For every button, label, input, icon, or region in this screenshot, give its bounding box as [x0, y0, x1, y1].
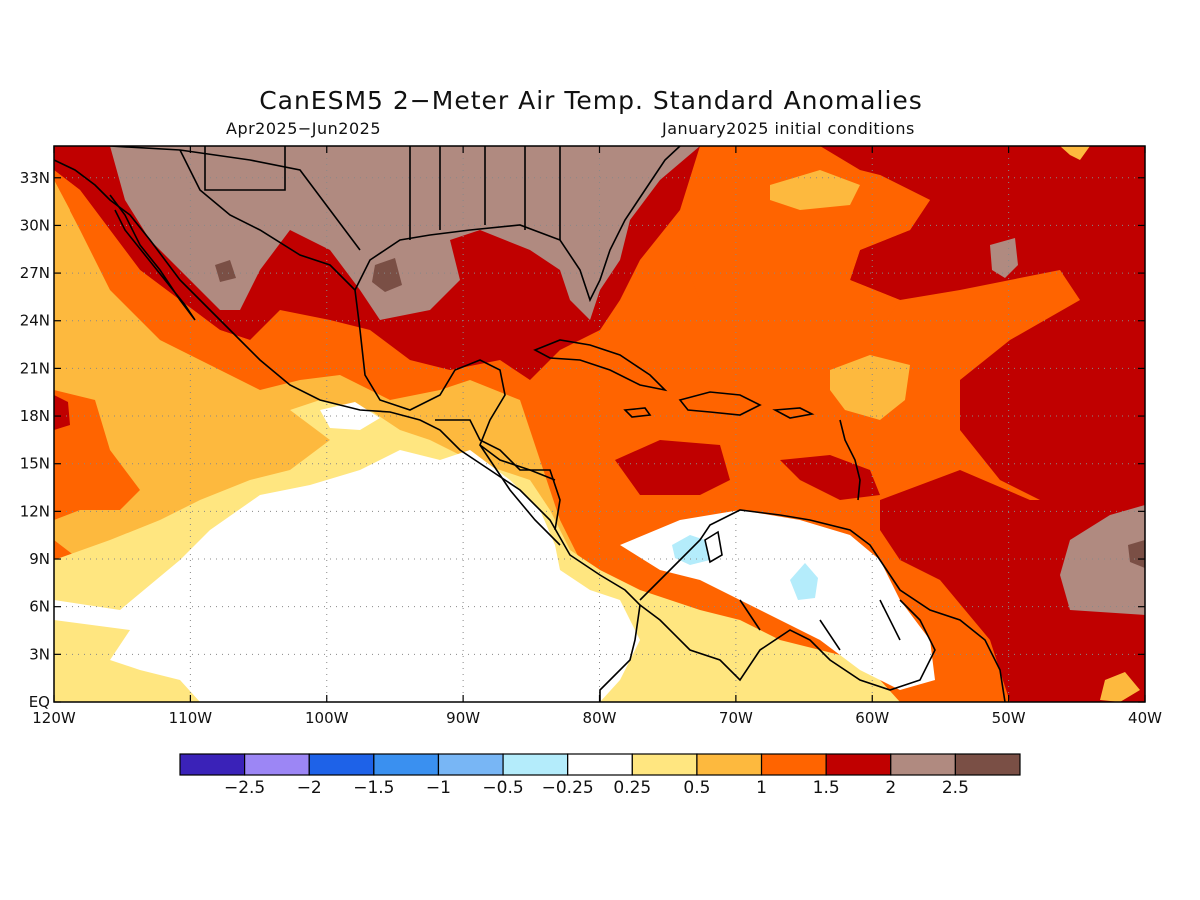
colorbar-swatch	[179, 753, 246, 776]
colorbar-swatch	[631, 753, 698, 776]
coastline-hispaniola	[678, 391, 762, 416]
colorbar-swatch	[567, 753, 633, 776]
colorbar-label: −1	[426, 778, 451, 798]
forecast-period: Apr2025−Jun2025	[226, 119, 382, 138]
lon-tick-label: 40W	[1128, 709, 1162, 727]
colorbar-swatch	[502, 753, 569, 776]
coastline-pacific-mexico	[54, 159, 641, 702]
anomaly-red-antilles	[780, 455, 880, 500]
coastline-antilles	[839, 419, 861, 501]
coastline-cuba	[533, 339, 668, 392]
anomaly-orange-pacific2	[54, 390, 140, 520]
coastline-baja	[109, 194, 196, 321]
anomaly-red-pacific	[54, 395, 70, 430]
colorbar-label: 1.5	[813, 778, 840, 798]
anomaly-orange-pacific	[54, 170, 280, 400]
lon-tick-label: 120W	[32, 709, 76, 727]
lon-tick-label: 50W	[992, 709, 1026, 727]
colorbar-label: −2.5	[224, 778, 265, 798]
anomaly-red-southeast	[880, 470, 1145, 702]
coastline-jamaica	[623, 407, 652, 418]
anomaly-field	[54, 146, 1145, 702]
colorbar-label: 0.25	[613, 778, 651, 798]
border-us-mexico	[109, 146, 361, 251]
lat-tick-label: 21N	[20, 359, 50, 377]
lat-tick-label: 18N	[20, 407, 50, 425]
border-us-states	[204, 146, 561, 240]
anomaly-darkbrown-gulf	[372, 258, 402, 292]
lat-tick-label: 24N	[20, 312, 50, 330]
coastline-puerto-rico	[772, 407, 815, 419]
anomaly-gold-panhandle	[54, 180, 70, 250]
lon-tick-label: 100W	[305, 709, 349, 727]
colorbar-swatch	[890, 753, 956, 776]
anomaly-red-atlantic	[700, 146, 1145, 520]
coastlines	[54, 146, 1006, 702]
lat-tick-label: 15N	[20, 455, 50, 473]
coastline-south-america	[639, 509, 1006, 702]
colorbar-label: 2	[885, 778, 896, 798]
lat-tick-label: 30N	[20, 216, 50, 234]
colorbar-swatch	[244, 753, 310, 776]
anomaly-darkbrown-east	[1128, 540, 1145, 568]
colorbar-swatch	[760, 753, 827, 776]
colorbar-label: 0.5	[683, 778, 710, 798]
anomaly-neutral-pacific	[54, 450, 640, 702]
colorbar-swatch	[954, 753, 1021, 776]
anomaly-brown-atlantic	[990, 238, 1018, 278]
colorbar-swatch	[825, 753, 892, 776]
lat-tick-label: EQ	[29, 693, 50, 711]
initial-conditions: January2025 initial conditions	[662, 119, 915, 138]
coastline-gulf	[179, 149, 556, 481]
colorbar-label: 2.5	[942, 778, 969, 798]
lon-tick-label: 60W	[855, 709, 889, 727]
anomaly-brown-east	[1060, 505, 1145, 615]
border-south-america	[639, 599, 936, 691]
anomaly-gold-east2	[1100, 672, 1140, 702]
anomaly-red-caribbean	[615, 440, 730, 495]
lon-tick-label: 110W	[169, 709, 213, 727]
anomaly-orange-atlantic1	[680, 146, 930, 350]
colorbar: −2.5 −2 −1.5 −1 −0.5 −0.25 0.25 0.5 1 1.5 2 2.5	[179, 753, 1021, 798]
anomaly-neutral-mexico	[320, 402, 380, 430]
anomaly-cool-venezuela2	[790, 563, 818, 600]
lon-tick-label: 80W	[583, 709, 617, 727]
lon-tick-label: 90W	[446, 709, 480, 727]
colorbar-label: 1	[756, 778, 767, 798]
lat-tick-label: 12N	[20, 502, 50, 520]
lat-tick-label: 27N	[20, 264, 50, 282]
lon-tick-label: 70W	[719, 709, 753, 727]
colorbar-label: −1.5	[353, 778, 394, 798]
colorbar-swatch	[437, 753, 504, 776]
coastline-lake-maracaibo	[704, 530, 723, 564]
lat-tick-label: 33N	[20, 169, 50, 187]
border-central-america	[435, 419, 561, 546]
colorbar-swatch	[308, 753, 375, 776]
anomaly-darkbrown-us	[215, 260, 236, 282]
colorbar-swatch	[696, 753, 763, 776]
colorbar-label: −2	[297, 778, 322, 798]
map-title: CanESM5 2−Meter Air Temp. Standard Anoma…	[259, 86, 923, 115]
lat-tick-label: 3N	[29, 645, 50, 663]
colorbar-label: −0.25	[542, 778, 594, 798]
anomaly-gold-atlantic2	[830, 355, 910, 420]
lat-tick-label: 9N	[29, 550, 50, 568]
anomaly-gold-atlantic1	[770, 170, 860, 210]
lat-tick-label: 6N	[29, 598, 50, 616]
anomaly-gold-east	[1060, 146, 1090, 160]
colorbar-label: −0.5	[482, 778, 523, 798]
colorbar-swatch	[373, 753, 440, 776]
